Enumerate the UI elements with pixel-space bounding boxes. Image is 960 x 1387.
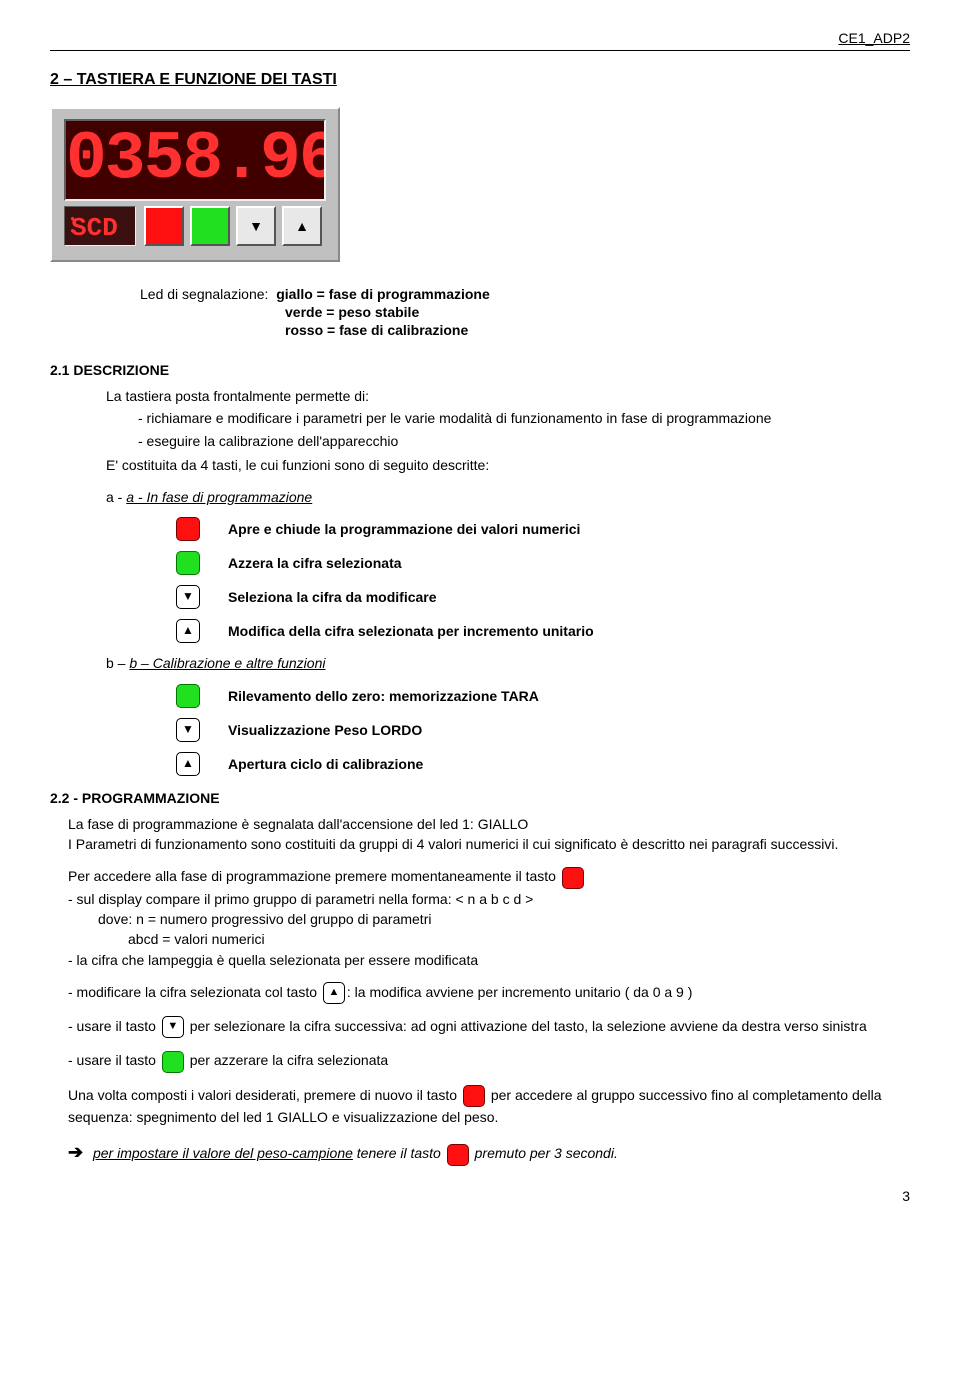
- led-legend: Led di segnalazione: giallo = fase di pr…: [140, 286, 910, 338]
- green-key-icon: [176, 551, 200, 575]
- lcd-display: 0358.96: [64, 119, 326, 201]
- section-title: 2 – TASTIERA E FUNZIONE DEI TASTI: [50, 71, 910, 89]
- mode-a-label: a - In fase di programmazione: [126, 489, 312, 505]
- panel-key-up: ▲: [282, 206, 322, 246]
- header-rule: [50, 50, 910, 51]
- arrow-icon: ➔: [68, 1142, 83, 1162]
- doc-id: CE1_ADP2: [50, 30, 910, 46]
- panel-key-red: [144, 206, 184, 246]
- red-key-icon: [447, 1144, 469, 1166]
- key-list-b: Rilevamento dello zero: memorizzazione T…: [176, 684, 910, 776]
- red-key-icon: [562, 867, 584, 889]
- down-key-icon: ▼: [176, 718, 200, 742]
- up-key-icon: ▲: [323, 982, 345, 1004]
- red-key-icon: [463, 1085, 485, 1107]
- up-key-icon: ▲: [176, 619, 200, 643]
- panel-key-down: ▼: [236, 206, 276, 246]
- small-display: •• SCD: [64, 206, 136, 246]
- key-list-a: Apre e chiude la programmazione dei valo…: [176, 517, 910, 643]
- down-key-icon: ▼: [176, 585, 200, 609]
- list-item: - eseguire la calibrazione dell'apparecc…: [138, 431, 910, 451]
- down-key-icon: ▼: [162, 1016, 184, 1038]
- panel-key-green: [190, 206, 230, 246]
- mode-b-label: b – Calibrazione e altre funzioni: [129, 655, 325, 671]
- subsection-2-2-body: La fase di programmazione è segnalata da…: [68, 814, 910, 1166]
- device-panel: 0358.96 •• SCD ▼ ▲: [50, 107, 340, 262]
- list-item: - richiamare e modificare i parametri pe…: [138, 408, 910, 428]
- red-key-icon: [176, 517, 200, 541]
- subsection-2-1-title: 2.1 DESCRIZIONE: [50, 362, 910, 378]
- subsection-2-2-title: 2.2 - PROGRAMMAZIONE: [50, 790, 910, 806]
- green-key-icon: [176, 684, 200, 708]
- green-key-icon: [162, 1051, 184, 1073]
- up-key-icon: ▲: [176, 752, 200, 776]
- subsection-2-1-body: La tastiera posta frontalmente permette …: [106, 386, 910, 776]
- page-number: 3: [50, 1188, 910, 1204]
